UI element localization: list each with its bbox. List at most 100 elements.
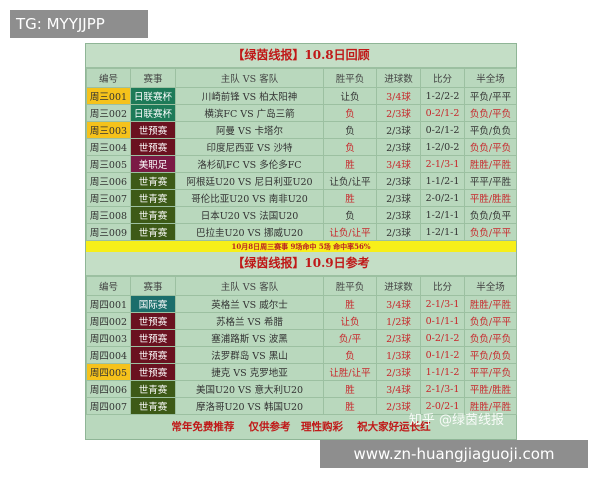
section1-summary: 10月8日周三赛事 9场命中 5场 命中率56%: [86, 241, 516, 252]
score: 2-0/2-1: [420, 189, 465, 207]
half-full: 平胜/胜胜: [464, 380, 517, 398]
half-full: 胜胜/平胜: [464, 295, 517, 313]
half-full: 胜胜/平胜: [464, 397, 517, 415]
table-row: 周三007 世青赛 哥伦比亚U20 VS 南非U20 胜 2/3球 2-0/2-…: [86, 189, 517, 207]
competition: 世预赛: [130, 312, 176, 330]
lottery-board: 【绿茵线报】10.8日回顾 编号 赛事 主队 VS 客队 胜平负 进球数 比分 半全场 周三…: [85, 43, 517, 440]
table-row: 周三006 世青赛 阿根廷U20 VS 尼日利亚U20 让负/让平 2/3球 1…: [86, 172, 517, 190]
table-row: 周四001 国际赛 英格兰 VS 威尔士 胜 3/4球 2-1/3-1 胜胜/平…: [86, 295, 517, 313]
match-id: 周三002: [86, 104, 131, 122]
half-full: 负负/平平: [464, 223, 517, 241]
competition: 世青赛: [130, 189, 176, 207]
score: 2-1/3-1: [420, 295, 465, 313]
match-id: 周三009: [86, 223, 131, 241]
section1-title: 【绿茵线报】10.8日回顾: [86, 44, 516, 68]
goals: 2/3球: [376, 206, 421, 224]
half-full: 平负/负负: [464, 346, 517, 364]
table-header: 编号 赛事 主队 VS 客队 胜平负 进球数 比分 半全场: [86, 276, 517, 296]
result: 让负/让平: [323, 172, 377, 190]
match-teams: 日本U20 VS 法国U20: [175, 206, 324, 224]
match-id: 周三005: [86, 155, 131, 173]
goals: 2/3球: [376, 172, 421, 190]
table-row: 周四002 世预赛 苏格兰 VS 希腊 让负 1/2球 0-1/1-1 负负/平…: [86, 312, 517, 330]
match-id: 周三003: [86, 121, 131, 139]
goals: 3/4球: [376, 295, 421, 313]
result: 让胜/让平: [323, 363, 377, 381]
goals: 1/2球: [376, 312, 421, 330]
competition: 世青赛: [130, 223, 176, 241]
match-teams: 塞浦路斯 VS 波黑: [175, 329, 324, 347]
result: 负/平: [323, 329, 377, 347]
score: 0-1/1-2: [420, 346, 465, 364]
competition: 世预赛: [130, 121, 176, 139]
match-id: 周三006: [86, 172, 131, 190]
competition: 世预赛: [130, 363, 176, 381]
half-full: 平胜/胜胜: [464, 189, 517, 207]
result: 负: [323, 138, 377, 156]
match-teams: 横滨FC VS 广岛三箭: [175, 104, 324, 122]
match-teams: 英格兰 VS 威尔士: [175, 295, 324, 313]
match-teams: 阿根廷U20 VS 尼日利亚U20: [175, 172, 324, 190]
header-cell: 比分: [420, 276, 465, 296]
score: 0-2/1-2: [420, 104, 465, 122]
table-row: 周三002 日联赛杯 横滨FC VS 广岛三箭 负 2/3球 0-2/1-2 负…: [86, 104, 517, 122]
score: 0-1/1-1: [420, 312, 465, 330]
table-row: 周四006 世青赛 美国U20 VS 意大利U20 胜 3/4球 2-1/3-1…: [86, 380, 517, 398]
result: 让负: [323, 312, 377, 330]
match-id: 周三008: [86, 206, 131, 224]
competition: 世预赛: [130, 329, 176, 347]
score: 2-1/3-1: [420, 380, 465, 398]
goals: 3/4球: [376, 380, 421, 398]
match-teams: 捷克 VS 克罗地亚: [175, 363, 324, 381]
match-id: 周四007: [86, 397, 131, 415]
match-id: 周三001: [86, 87, 131, 105]
table-row: 周三008 世青赛 日本U20 VS 法国U20 负 2/3球 1-2/1-1 …: [86, 206, 517, 224]
header-cell: 半全场: [464, 276, 517, 296]
competition: 美职足: [130, 155, 176, 173]
match-teams: 美国U20 VS 意大利U20: [175, 380, 324, 398]
half-full: 负负/平平: [464, 312, 517, 330]
header-cell: 主队 VS 客队: [175, 68, 324, 88]
result: 胜: [323, 189, 377, 207]
table-header: 编号 赛事 主队 VS 客队 胜平负 进球数 比分 半全场: [86, 68, 517, 88]
result: 负: [323, 121, 377, 139]
table-row: 周四003 世预赛 塞浦路斯 VS 波黑 负/平 2/3球 0-2/1-2 负负…: [86, 329, 517, 347]
competition: 世青赛: [130, 172, 176, 190]
header-cell: 赛事: [130, 68, 176, 88]
table-row: 周三001 日联赛杯 川崎前锋 VS 柏太阳神 让负 3/4球 1-2/2-2 …: [86, 87, 517, 105]
header-cell: 胜平负: [323, 68, 377, 88]
score: 1-2/0-2: [420, 138, 465, 156]
goals: 2/3球: [376, 329, 421, 347]
score: 1-1/2-1: [420, 172, 465, 190]
score: 1-1/1-2: [420, 363, 465, 381]
competition: 世预赛: [130, 346, 176, 364]
match-teams: 印度尼西亚 VS 沙特: [175, 138, 324, 156]
match-id: 周四003: [86, 329, 131, 347]
section2-table: 编号 赛事 主队 VS 客队 胜平负 进球数 比分 半全场 周四001 国际赛 英格兰 VS…: [86, 276, 517, 415]
competition: 日联赛杯: [130, 87, 176, 105]
header-cell: 半全场: [464, 68, 517, 88]
competition: 日联赛杯: [130, 104, 176, 122]
half-full: 平负/负负: [464, 121, 517, 139]
score: 2-1/3-1: [420, 155, 465, 173]
table-row: 周三009 世青赛 巴拉圭U20 VS 挪威U20 让负/让平 2/3球 1-2…: [86, 223, 517, 241]
header-cell: 胜平负: [323, 276, 377, 296]
header-cell: 进球数: [376, 276, 421, 296]
half-full: 负负/平负: [464, 138, 517, 156]
table-row: 周四005 世预赛 捷克 VS 克罗地亚 让胜/让平 2/3球 1-1/1-2 …: [86, 363, 517, 381]
match-teams: 法罗群岛 VS 黑山: [175, 346, 324, 364]
header-cell: 编号: [86, 276, 131, 296]
goals: 2/3球: [376, 121, 421, 139]
goals: 1/3球: [376, 346, 421, 364]
result: 胜: [323, 155, 377, 173]
competition: 国际赛: [130, 295, 176, 313]
match-id: 周四004: [86, 346, 131, 364]
header-cell: 赛事: [130, 276, 176, 296]
match-teams: 摩洛哥U20 VS 韩国U20: [175, 397, 324, 415]
score: 0-2/1-2: [420, 121, 465, 139]
result: 让负: [323, 87, 377, 105]
match-teams: 洛杉矶FC VS 多伦多FC: [175, 155, 324, 173]
match-id: 周四005: [86, 363, 131, 381]
half-full: 平负/平平: [464, 87, 517, 105]
section1-table: 编号 赛事 主队 VS 客队 胜平负 进球数 比分 半全场 周三001 日联赛杯 川崎前锋 …: [86, 68, 517, 241]
